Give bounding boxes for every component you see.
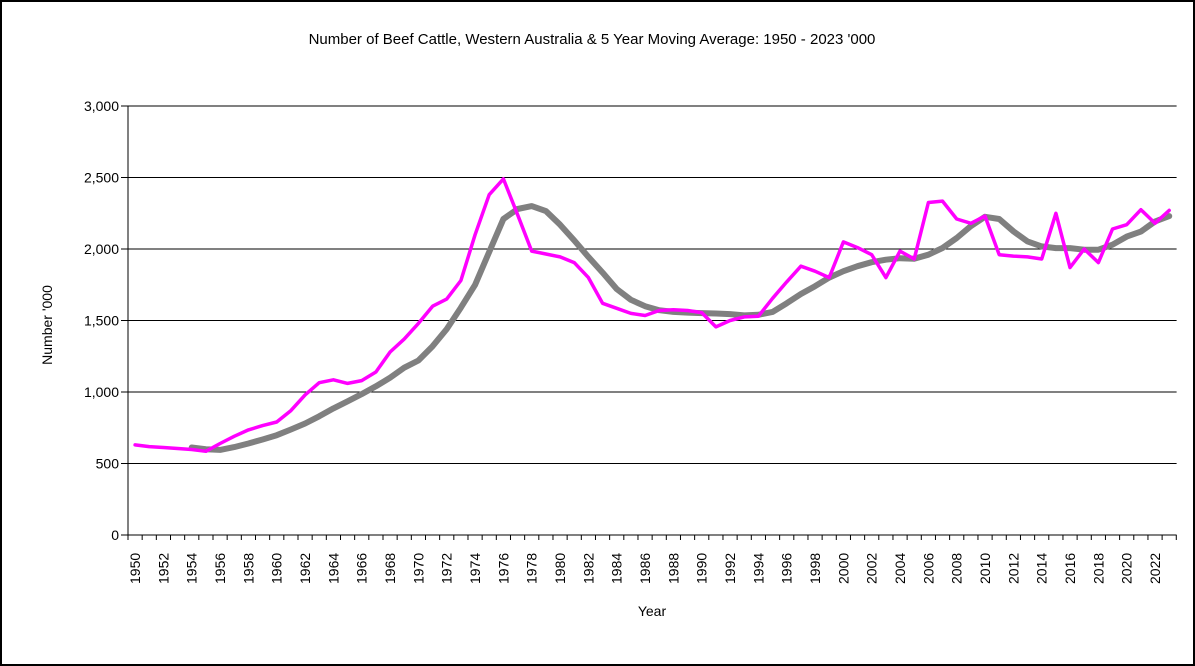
x-tick-label-2000: 2000 xyxy=(835,553,851,584)
x-tick-label-2002: 2002 xyxy=(864,553,880,584)
x-tick-label-1974: 1974 xyxy=(467,553,483,584)
x-tick-label-1984: 1984 xyxy=(609,553,625,584)
x-tick-label-1962: 1962 xyxy=(297,553,313,584)
x-tick-label-1988: 1988 xyxy=(665,553,681,584)
x-tick-label-2010: 2010 xyxy=(977,553,993,584)
x-tick-label-1954: 1954 xyxy=(184,553,200,584)
x-tick-label-1964: 1964 xyxy=(325,553,341,584)
series-line-moving-average xyxy=(188,203,1173,453)
x-tick-label-1966: 1966 xyxy=(354,553,370,584)
x-axis-tick-labels: 1950 1952 1954 1956 1958 1960 1962 1964 1966 1968… xyxy=(127,553,1163,584)
x-tick-label-1994: 1994 xyxy=(750,553,766,584)
y-axis-tick-labels: 0 500 1,000 1,500 2,000 2,500 3,000 xyxy=(84,98,119,543)
y-tick-label-0: 0 xyxy=(111,527,119,543)
axes xyxy=(121,105,1177,540)
series-line-actual xyxy=(133,177,1171,454)
x-tick-label-1998: 1998 xyxy=(807,553,823,584)
x-tick-label-1950: 1950 xyxy=(127,553,143,584)
x-tick-label-1992: 1992 xyxy=(722,553,738,584)
x-tick-label-1976: 1976 xyxy=(495,553,511,584)
y-tick-label-1500: 1,500 xyxy=(84,313,119,329)
x-tick-label-2016: 2016 xyxy=(1062,553,1078,584)
x-tick-label-1982: 1982 xyxy=(580,553,596,584)
gridlines xyxy=(128,105,1177,464)
x-tick-label-2006: 2006 xyxy=(920,553,936,584)
y-axis-title: Number '000 xyxy=(39,285,55,365)
y-tick-label-2000: 2,000 xyxy=(84,241,119,257)
x-tick-label-2018: 2018 xyxy=(1090,553,1106,584)
x-tick-label-2012: 2012 xyxy=(1005,553,1021,584)
x-tick-label-1968: 1968 xyxy=(382,553,398,584)
x-axis-title: Year xyxy=(638,603,667,619)
x-tick-label-1986: 1986 xyxy=(637,553,653,584)
x-tick-label-1990: 1990 xyxy=(694,553,710,584)
x-tick-label-2004: 2004 xyxy=(892,553,908,584)
y-tick-label-3000: 3,000 xyxy=(84,98,119,114)
x-tick-label-2008: 2008 xyxy=(949,553,965,584)
y-tick-label-1000: 1,000 xyxy=(84,384,119,400)
x-tick-label-1996: 1996 xyxy=(779,553,795,584)
x-tick-label-1958: 1958 xyxy=(240,553,256,584)
chart-title: Number of Beef Cattle, Western Australia… xyxy=(309,31,876,48)
x-tick-label-1956: 1956 xyxy=(212,553,228,584)
series-lines xyxy=(133,177,1173,454)
x-tick-label-1970: 1970 xyxy=(410,553,426,584)
y-tick-label-2500: 2,500 xyxy=(84,170,119,186)
x-tick-label-1952: 1952 xyxy=(155,553,171,584)
x-tick-label-2022: 2022 xyxy=(1147,553,1163,584)
x-tick-label-2014: 2014 xyxy=(1034,553,1050,584)
x-tick-label-1978: 1978 xyxy=(524,553,540,584)
x-tick-label-2020: 2020 xyxy=(1119,553,1135,584)
x-tick-label-1960: 1960 xyxy=(269,553,285,584)
y-tick-label-500: 500 xyxy=(96,456,120,472)
x-tick-label-1980: 1980 xyxy=(552,553,568,584)
x-tick-label-1972: 1972 xyxy=(439,553,455,584)
